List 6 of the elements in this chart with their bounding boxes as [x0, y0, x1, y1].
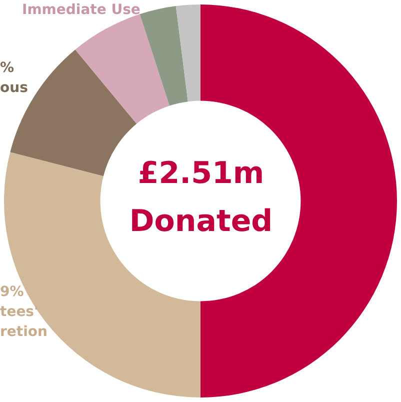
text: 9%	[0, 283, 24, 302]
text: £2.51m Donated	[128, 155, 274, 241]
slice-label: ous	[0, 79, 28, 98]
text: %	[0, 59, 14, 78]
slice-label: Immediate Use	[22, 1, 140, 20]
slice-label: tees' retion	[0, 303, 48, 342]
